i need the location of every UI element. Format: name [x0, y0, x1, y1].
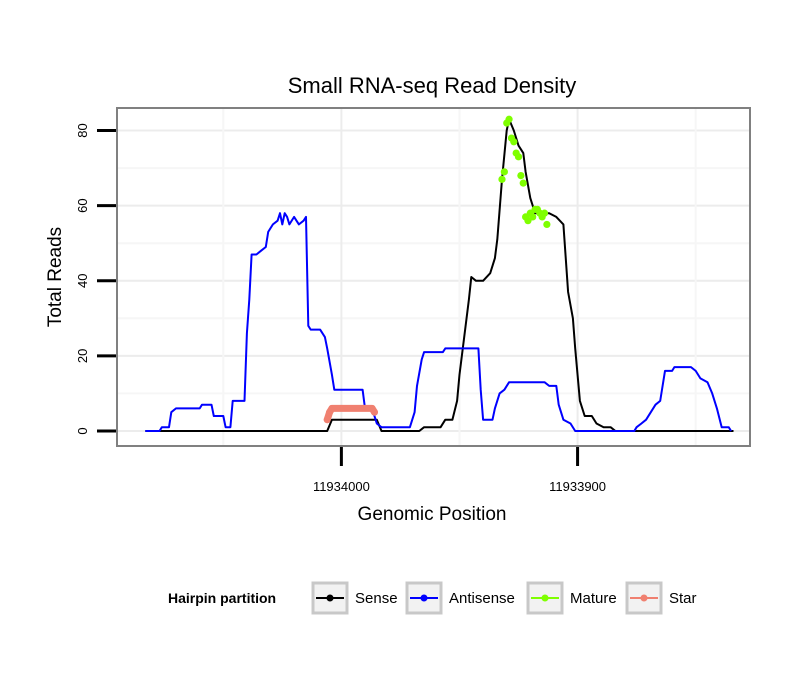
legend-key-point: [326, 594, 334, 602]
legend-title: Hairpin partition: [168, 590, 276, 606]
mature-point: [514, 153, 523, 161]
mature-point: [517, 172, 525, 180]
legend-label: Star: [669, 590, 697, 607]
x-axis-label: Genomic Position: [358, 504, 507, 525]
mature-point: [498, 175, 506, 183]
antisense-line: [145, 212, 732, 432]
gridlines: [118, 109, 749, 445]
legend-label: Antisense: [449, 590, 515, 607]
star-point: [328, 404, 336, 412]
y-tick-label: 0: [75, 427, 90, 434]
legend-key-point: [541, 594, 549, 602]
y-tick-label: 40: [75, 274, 90, 288]
star-point: [370, 408, 378, 416]
mature-point: [540, 209, 549, 217]
plot-panel: [116, 107, 751, 447]
data-series: [145, 115, 734, 432]
mature-point: [543, 220, 551, 229]
series-mature: [498, 115, 551, 229]
x-tick-label: 11934000: [313, 479, 370, 494]
axes: 0 20 40 60 80 11934000 11933900: [75, 123, 606, 494]
mature-point: [510, 138, 518, 146]
legend-item-antisense: Antisense: [405, 581, 515, 615]
legend: Hairpin partition Sense Antisense Mature St…: [168, 581, 697, 615]
mature-point: [529, 213, 537, 221]
star-point: [323, 416, 331, 424]
mature-point: [505, 115, 513, 123]
chart-title: Small RNA-seq Read Density: [288, 73, 577, 98]
legend-label: Mature: [570, 590, 617, 607]
mature-point: [519, 179, 527, 187]
legend-item-mature: Mature: [526, 581, 617, 615]
legend-item-sense: Sense: [311, 581, 398, 615]
y-tick-label: 80: [75, 123, 90, 137]
mature-point: [500, 168, 508, 176]
y-tick-label: 60: [75, 198, 90, 212]
y-axis-label: Total Reads: [45, 227, 66, 327]
legend-label: Sense: [355, 590, 398, 607]
legend-key-point: [640, 594, 648, 602]
x-tick-label: 11933900: [549, 479, 606, 494]
legend-key-point: [420, 594, 428, 602]
y-tick-label: 20: [75, 349, 90, 363]
legend-item-star: Star: [625, 581, 697, 615]
series-star: [323, 404, 378, 424]
series-antisense: [145, 212, 732, 432]
